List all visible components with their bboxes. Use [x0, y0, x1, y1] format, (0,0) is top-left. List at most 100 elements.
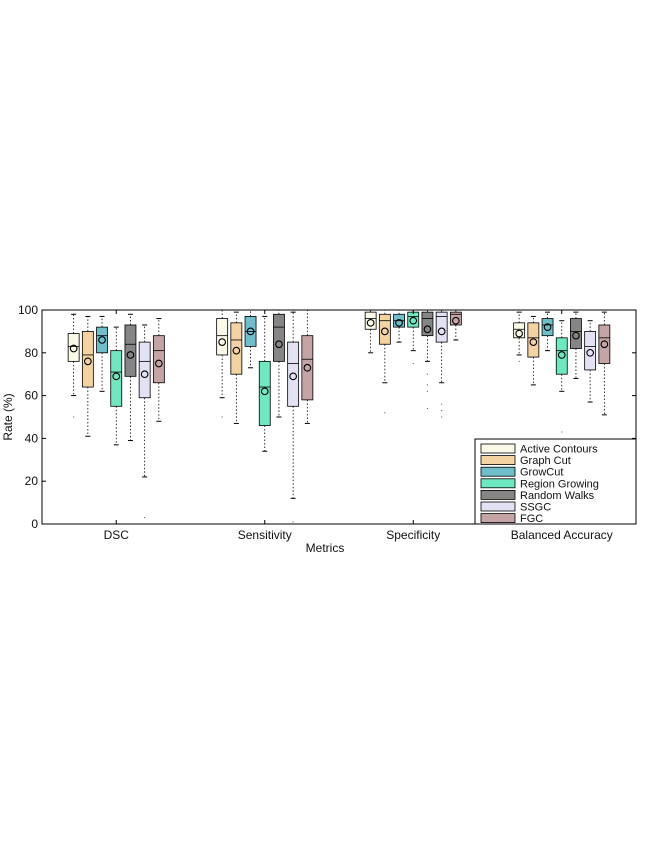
box-iqr	[555, 337, 568, 375]
box-growcut-3	[541, 311, 554, 352]
legend-swatch	[480, 489, 516, 500]
box-fgc-2	[449, 309, 462, 341]
x-tick-label: Balanced Accuracy	[511, 528, 613, 542]
box-mean-marker	[246, 327, 255, 336]
box-mean-marker	[218, 338, 226, 346]
box-mean-marker	[98, 336, 106, 344]
box-graph-cut-3	[527, 315, 540, 386]
x-tick-label: DSC	[104, 528, 130, 542]
box-iqr	[449, 311, 462, 326]
legend-swatch	[480, 466, 516, 477]
box-outlier	[426, 373, 429, 375]
x-axis: DSC Sensitivity Specificity Balanced Accura…	[104, 310, 613, 542]
box-random-walks-3	[570, 311, 582, 379]
box-graph-cut-0	[81, 315, 94, 437]
box-iqr	[81, 330, 94, 388]
box-iqr	[527, 322, 540, 358]
box-active-contours-1	[216, 309, 229, 418]
box-mean-marker	[303, 363, 312, 372]
box-mean-marker	[381, 327, 389, 336]
box-mean-marker	[586, 348, 595, 357]
box-iqr	[584, 330, 597, 371]
box-iqr	[258, 360, 271, 426]
box-mean-marker	[140, 370, 149, 379]
legend-swatch	[480, 455, 516, 466]
box-iqr	[67, 333, 80, 362]
legend-swatch	[480, 501, 516, 512]
box-iqr	[152, 335, 165, 384]
box-mean-marker	[437, 327, 446, 336]
legend-label: Graph Cut	[520, 455, 571, 467]
box-mean-marker	[572, 331, 580, 340]
x-axis-title: Metrics	[306, 541, 345, 555]
y-tick-label: 100	[18, 303, 38, 317]
box-iqr	[124, 324, 137, 377]
box-outlier	[144, 516, 146, 519]
box-mean-marker	[543, 323, 552, 331]
box-active-contours-3	[513, 311, 526, 362]
box-mean-marker	[395, 318, 403, 327]
x-tick-label: Specificity	[386, 528, 440, 542]
box-mean-marker	[126, 351, 135, 359]
box-outlier	[292, 521, 294, 523]
x-tick-label: Sensitivity	[238, 528, 292, 542]
box-outlier	[426, 407, 429, 410]
box-outlier	[412, 362, 414, 365]
box-mean-marker	[600, 340, 609, 349]
box-iqr	[96, 326, 108, 354]
y-tick-label: 60	[25, 389, 39, 403]
box-mean-marker	[260, 387, 269, 396]
box-region-growing-3	[555, 320, 568, 433]
box-iqr	[287, 341, 300, 407]
box-random-walks-1	[273, 309, 285, 418]
legend-label: Random Walks	[520, 490, 595, 502]
box-growcut-2	[393, 309, 405, 343]
legend-label: Active Contours	[520, 444, 598, 456]
box-iqr	[421, 311, 434, 337]
boxes-layer	[67, 309, 611, 523]
box-iqr	[273, 313, 285, 362]
box-iqr	[216, 318, 229, 356]
box-growcut-0	[96, 315, 108, 392]
box-mean-marker	[529, 338, 538, 346]
box-graph-cut-1	[230, 311, 243, 424]
box-graph-cut-2	[378, 309, 391, 414]
box-outlier	[561, 431, 563, 433]
legend-label: SSGC	[520, 502, 551, 514]
box-random-walks-2	[421, 309, 434, 410]
box-region-growing-0	[110, 326, 123, 446]
box-iqr	[598, 324, 611, 364]
box-iqr	[301, 335, 314, 401]
box-iqr	[110, 350, 123, 407]
box-ssgc-3	[584, 320, 597, 403]
box-mean-marker	[275, 340, 283, 349]
box-mean-marker	[289, 372, 298, 381]
box-mean-marker	[515, 329, 524, 338]
legend-label: Region Growing	[520, 478, 599, 490]
box-mean-marker	[423, 325, 432, 334]
box-iqr	[364, 311, 377, 330]
legend-label: FGC	[520, 513, 543, 525]
box-outlier	[384, 412, 386, 414]
box-outlier	[426, 390, 429, 392]
legend-swatch	[480, 478, 516, 489]
box-active-contours-2	[364, 309, 377, 354]
box-outlier	[441, 403, 443, 405]
box-active-contours-0	[67, 313, 80, 418]
box-random-walks-0	[124, 313, 137, 442]
box-mean-marker	[409, 316, 418, 325]
box-iqr	[570, 318, 582, 349]
box-iqr	[407, 311, 420, 328]
box-fgc-0	[152, 318, 165, 422]
box-outlier	[518, 360, 520, 362]
box-mean-marker	[366, 318, 375, 327]
box-mean-marker	[83, 357, 92, 366]
box-mean-marker	[155, 359, 163, 368]
y-tick-label: 40	[25, 431, 39, 445]
box-iqr	[435, 311, 448, 343]
y-axis-title: Rate (%)	[1, 393, 15, 440]
box-region-growing-1	[258, 315, 271, 452]
legend-swatch	[480, 513, 516, 523]
box-ssgc-2	[435, 309, 448, 418]
